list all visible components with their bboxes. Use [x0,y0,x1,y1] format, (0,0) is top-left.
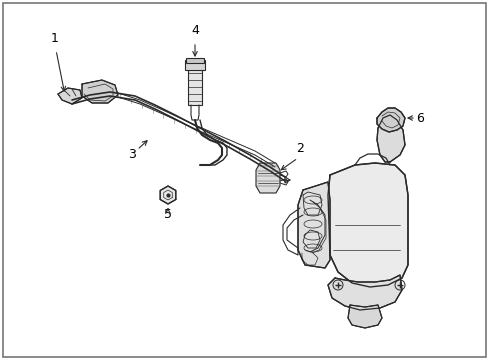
Polygon shape [327,275,401,310]
Polygon shape [160,186,175,204]
Text: 3: 3 [128,148,136,162]
Polygon shape [184,60,204,70]
Polygon shape [58,88,82,104]
Polygon shape [297,182,329,268]
Polygon shape [327,163,407,287]
Polygon shape [376,115,404,162]
Text: 5: 5 [163,208,172,221]
Polygon shape [82,80,118,103]
Polygon shape [376,108,404,132]
Text: 6: 6 [415,112,423,125]
Polygon shape [347,305,381,328]
Text: 1: 1 [51,31,59,45]
Polygon shape [185,58,203,63]
Text: 4: 4 [191,23,199,36]
Polygon shape [187,66,202,105]
Text: 2: 2 [295,141,304,154]
Polygon shape [256,163,280,193]
